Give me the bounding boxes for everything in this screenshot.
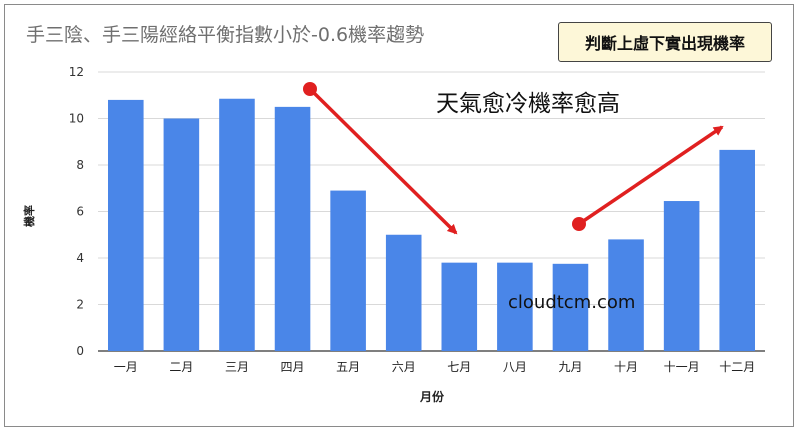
bar-6 <box>385 234 422 351</box>
y-tick-label: 0 <box>76 344 84 358</box>
arrow-up-icon <box>578 125 724 226</box>
bar-7 <box>441 262 478 351</box>
y-tick-label: 4 <box>76 251 84 265</box>
bar-12 <box>719 149 755 351</box>
y-tick-label: 8 <box>76 158 84 172</box>
x-tick-label: 十月 <box>614 360 638 374</box>
y-tick-label: 2 <box>76 298 84 312</box>
x-tick-label: 九月 <box>558 360 582 374</box>
bar-9 <box>552 263 589 351</box>
trend-annotation: 天氣愈冷機率愈高 <box>436 91 620 117</box>
y-tick-label: 10 <box>69 112 84 126</box>
watermark-text: cloudtcm.com <box>508 292 636 313</box>
x-tick-label: 十一月 <box>664 360 700 374</box>
x-tick-label: 十二月 <box>719 360 755 374</box>
bar-11 <box>663 201 700 351</box>
bar-8 <box>497 262 533 351</box>
x-tick-label: 一月 <box>114 360 138 374</box>
x-tick-label: 二月 <box>169 360 193 374</box>
x-tick-label: 七月 <box>447 360 471 374</box>
y-tick-label: 6 <box>76 205 84 219</box>
info-badge: 判斷上虛下實出現機率 <box>558 22 772 62</box>
bar-5 <box>330 190 366 351</box>
x-tick-label: 四月 <box>281 360 305 374</box>
x-axis-label: 月份 <box>420 390 445 404</box>
x-tick-label: 八月 <box>503 360 527 374</box>
chart-title: 手三陰、手三陽經絡平衡指數小於-0.6機率趨勢 <box>26 24 425 46</box>
x-tick-label: 五月 <box>336 360 360 374</box>
bar-2 <box>163 118 200 351</box>
bar-3 <box>219 98 255 351</box>
bar-1 <box>108 99 144 352</box>
bar-4 <box>274 106 311 351</box>
bar-10 <box>608 239 644 351</box>
x-tick-label: 三月 <box>225 360 249 374</box>
y-axis-label: 機率 <box>23 205 36 227</box>
arrow-down-icon <box>308 87 458 235</box>
y-tick-label: 12 <box>69 65 84 79</box>
x-tick-label: 六月 <box>392 360 416 374</box>
